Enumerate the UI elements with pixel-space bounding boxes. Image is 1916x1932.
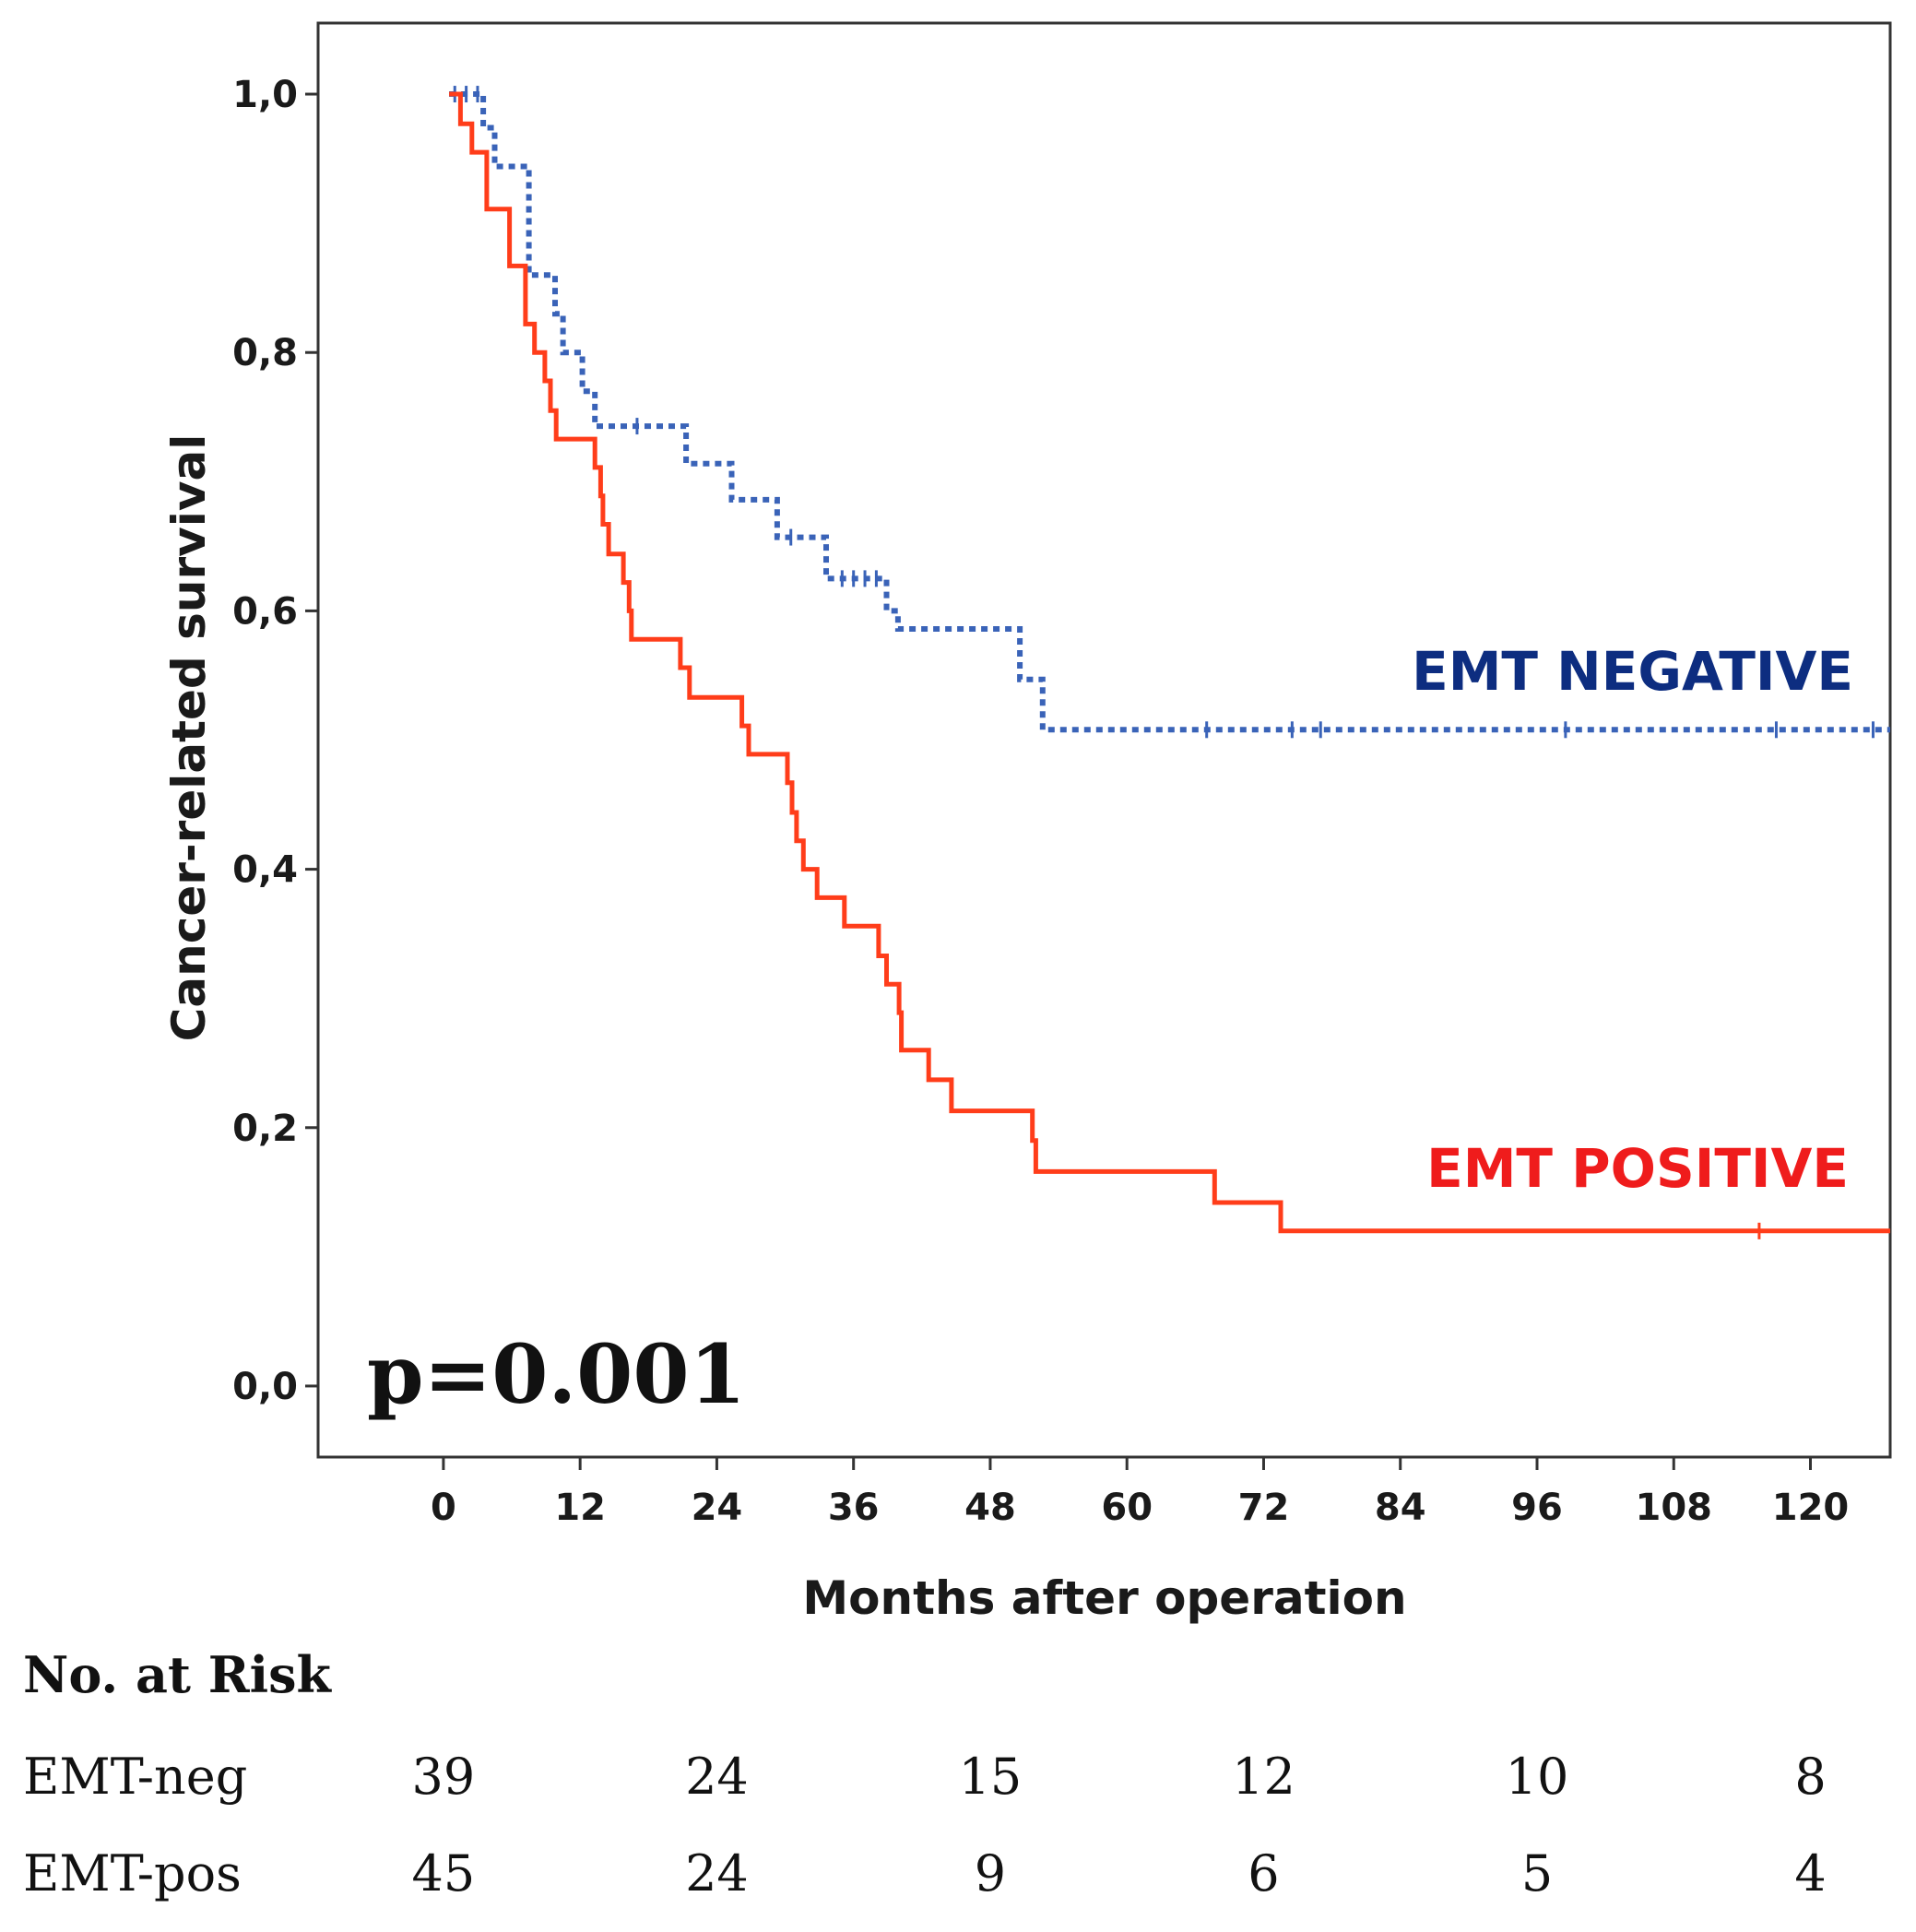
series-line-emt-negative: [449, 91, 1890, 733]
y-tick-label: 0,8: [232, 332, 298, 374]
x-axis-title: Months after operation: [802, 1571, 1406, 1625]
x-tick-label: 12: [554, 1487, 606, 1529]
risk-table-title: No. at Risk: [23, 1645, 333, 1704]
p-value-annotation: p=0.001: [367, 1326, 746, 1422]
risk-count: 12: [1232, 1748, 1295, 1806]
series-label-emt-positive: EMT POSITIVE: [1426, 1137, 1849, 1200]
risk-count: 8: [1794, 1748, 1826, 1806]
plot-frame: [316, 21, 1892, 1459]
risk-count: 6: [1248, 1844, 1279, 1902]
risk-row-label-emt-neg: EMT-neg: [23, 1748, 247, 1806]
x-tick-label: 36: [828, 1487, 880, 1529]
x-tick-label: 96: [1511, 1487, 1563, 1529]
y-tick-label: 0,2: [232, 1108, 298, 1150]
risk-count: 39: [412, 1748, 476, 1806]
risk-count: 24: [685, 1748, 749, 1806]
risk-table: No. at Risk EMT-neg EMT-pos 39 24 15 12 10 8 4…: [23, 1645, 1827, 1902]
risk-count: 4: [1794, 1844, 1826, 1902]
x-axis: 0 12 24 36 48 60 72 84 96 108 120: [431, 1457, 1849, 1529]
series-label-emt-negative: EMT NEGATIVE: [1412, 640, 1853, 703]
y-axis-title: Cancer-related survival: [162, 434, 216, 1042]
x-tick-label: 24: [692, 1487, 743, 1529]
risk-count: 45: [412, 1844, 476, 1902]
risk-count: 24: [685, 1844, 749, 1902]
x-tick-label: 72: [1238, 1487, 1290, 1529]
x-tick-label: 120: [1772, 1487, 1850, 1529]
y-tick-label: 0,6: [232, 590, 298, 633]
risk-row-label-emt-pos: EMT-pos: [23, 1844, 242, 1902]
x-tick-label: 48: [964, 1487, 1016, 1529]
y-tick-label: 1,0: [232, 74, 298, 116]
y-tick-label: 0,0: [232, 1366, 298, 1408]
series-layer: [449, 86, 1890, 1239]
x-tick-label: 60: [1101, 1487, 1153, 1529]
series-line-emt-positive: [449, 91, 1890, 1234]
risk-count: 10: [1506, 1748, 1569, 1806]
y-axis: 0,0 0,2 0,4 0,6 0,8 1,0: [232, 74, 318, 1408]
y-tick-label: 0,4: [232, 849, 298, 892]
risk-count: 5: [1521, 1844, 1553, 1902]
x-tick-label: 108: [1636, 1487, 1713, 1529]
x-tick-label: 84: [1375, 1487, 1426, 1529]
x-tick-label: 0: [431, 1487, 456, 1529]
risk-count: 9: [975, 1844, 1006, 1902]
risk-count: 15: [959, 1748, 1023, 1806]
